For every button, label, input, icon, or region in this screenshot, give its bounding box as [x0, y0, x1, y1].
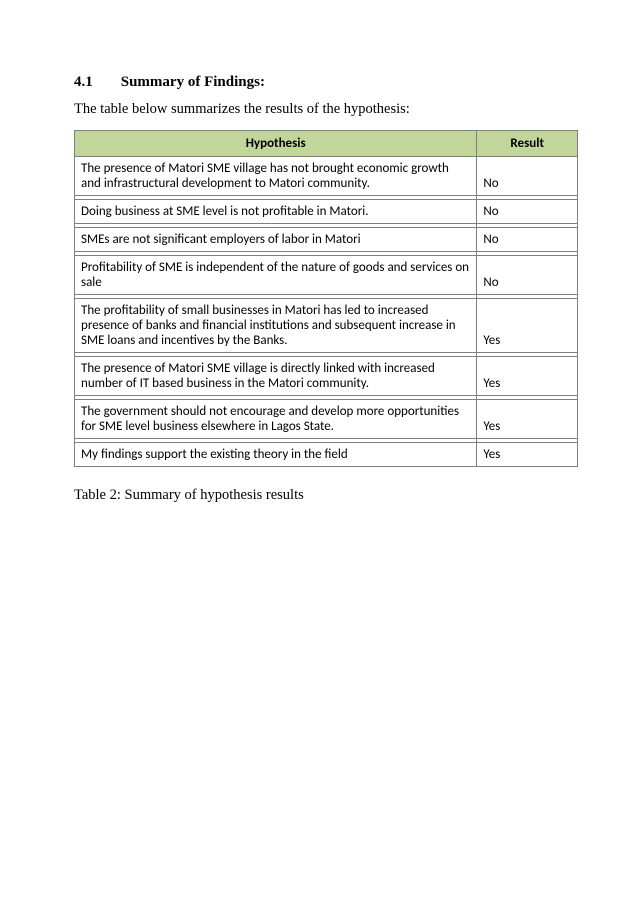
table-row: My findings support the existing theory …	[75, 443, 578, 467]
header-hypothesis: Hypothesis	[75, 131, 477, 157]
table-row: The government should not encourage and …	[75, 400, 578, 439]
section-heading: 4.1 Summary of Findings:	[74, 74, 578, 91]
hypothesis-cell: Doing business at SME level is not profi…	[75, 200, 477, 224]
hypothesis-cell: My findings support the existing theory …	[75, 443, 477, 467]
hypothesis-cell: The presence of Matori SME village is di…	[75, 357, 477, 396]
table-row: Profitability of SME is independent of t…	[75, 256, 578, 295]
table-row: The presence of Matori SME village has n…	[75, 157, 578, 196]
result-cell: Yes	[477, 299, 578, 353]
hypothesis-cell: SMEs are not significant employers of la…	[75, 228, 477, 252]
result-cell: No	[477, 200, 578, 224]
section-title: Summary of Findings:	[121, 74, 265, 90]
hypothesis-cell: Profitability of SME is independent of t…	[75, 256, 477, 295]
hypothesis-cell: The presence of Matori SME village has n…	[75, 157, 477, 196]
result-cell: Yes	[477, 400, 578, 439]
header-result: Result	[477, 131, 578, 157]
result-cell: Yes	[477, 357, 578, 396]
table-row: The profitability of small businesses in…	[75, 299, 578, 353]
result-cell: No	[477, 256, 578, 295]
section-number: 4.1	[74, 74, 93, 91]
result-cell: No	[477, 157, 578, 196]
hypothesis-table: Hypothesis Result The presence of Matori…	[74, 130, 578, 467]
result-cell: No	[477, 228, 578, 252]
result-cell: Yes	[477, 443, 578, 467]
intro-text: The table below summarizes the results o…	[74, 101, 578, 118]
table-row: SMEs are not significant employers of la…	[75, 228, 578, 252]
table-row: The presence of Matori SME village is di…	[75, 357, 578, 396]
table-caption: Table 2: Summary of hypothesis results	[74, 487, 578, 504]
table-row: Doing business at SME level is not profi…	[75, 200, 578, 224]
table-body: The presence of Matori SME village has n…	[75, 157, 578, 467]
hypothesis-cell: The government should not encourage and …	[75, 400, 477, 439]
hypothesis-cell: The profitability of small businesses in…	[75, 299, 477, 353]
table-header-row: Hypothesis Result	[75, 131, 578, 157]
